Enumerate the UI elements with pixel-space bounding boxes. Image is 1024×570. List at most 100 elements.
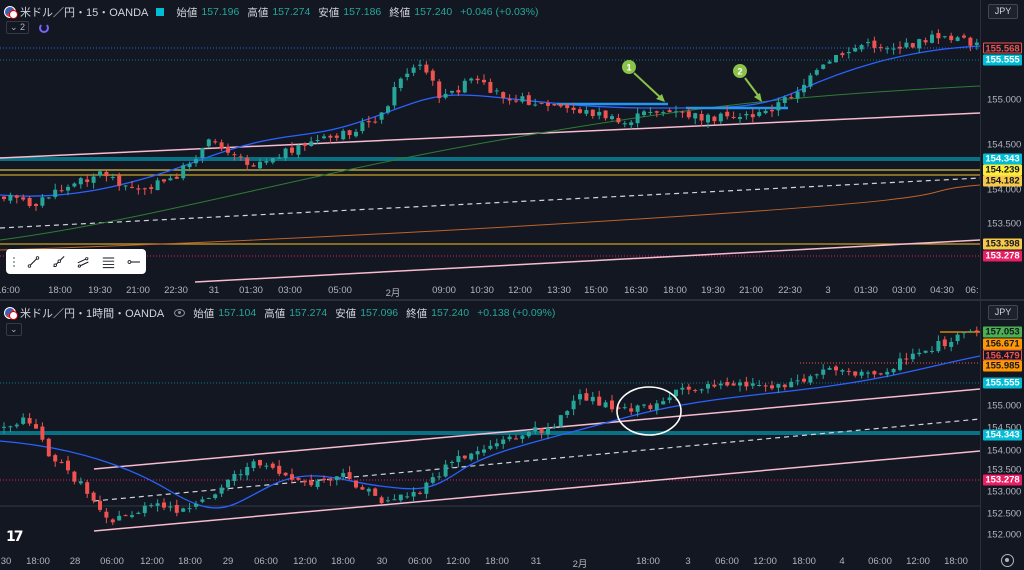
candle-body bbox=[27, 197, 32, 206]
candle-body bbox=[322, 136, 326, 139]
candle-body bbox=[616, 117, 621, 123]
top-time-axis[interactable]: 16:00 18:00 19:30 21:00 22:30 31 01:30 03:00 05:… bbox=[0, 285, 980, 299]
candle-body bbox=[283, 148, 288, 159]
fib-retracement-icon[interactable] bbox=[102, 254, 115, 270]
candle-body bbox=[226, 479, 230, 488]
top-ma-green bbox=[0, 85, 980, 241]
top-currency-button[interactable]: JPY bbox=[988, 4, 1018, 19]
candle-body bbox=[98, 500, 102, 510]
collapse-chevron-icon[interactable]: ⌄ bbox=[6, 323, 22, 336]
candle-body bbox=[571, 107, 576, 110]
top-channel-upper[interactable] bbox=[0, 112, 980, 159]
candle-body bbox=[110, 519, 115, 523]
candle-body bbox=[405, 73, 410, 77]
candle-body bbox=[782, 384, 787, 388]
top-channel-mid[interactable] bbox=[0, 177, 980, 229]
bottom-x-tick: 06:00 bbox=[868, 556, 892, 567]
bottom-currency-button[interactable]: JPY bbox=[988, 305, 1018, 320]
candle-body bbox=[53, 455, 58, 462]
bottom-price-axis[interactable]: JPY 155.000 154.500 154.000 153.500 153.… bbox=[980, 301, 1024, 570]
drag-handle-icon[interactable] bbox=[12, 255, 16, 268]
candle-body bbox=[738, 382, 742, 386]
candle-body bbox=[194, 159, 198, 164]
candle-body bbox=[354, 480, 358, 488]
top-x-tick: 31 bbox=[208, 285, 220, 296]
candle-body bbox=[482, 79, 486, 83]
candle-body bbox=[418, 64, 422, 66]
candle-body bbox=[821, 369, 826, 375]
candle-body bbox=[923, 350, 928, 353]
top-x-tick: 22:30 bbox=[778, 285, 802, 296]
top-channel-lower[interactable] bbox=[194, 239, 980, 283]
candle-body bbox=[277, 157, 282, 159]
candle-body bbox=[629, 122, 634, 126]
bottom-indicator-collapse[interactable]: ⌄ bbox=[6, 323, 22, 336]
horizontal-ray-icon[interactable] bbox=[127, 254, 140, 270]
bottom-channel-mid[interactable] bbox=[93, 418, 980, 502]
bottom-time-axis[interactable]: 30 18:00 28 06:00 12:00 18:00 29 06:00 12:00 18:0… bbox=[0, 556, 980, 570]
bottom-x-tick: 18:00 bbox=[636, 556, 660, 567]
bottom-x-tick: 06:00 bbox=[715, 556, 739, 567]
candle-body bbox=[757, 384, 762, 386]
top-chart-canvas[interactable]: 1 2 bbox=[0, 0, 980, 285]
visibility-eye-icon[interactable] bbox=[174, 309, 186, 317]
candle-body bbox=[437, 81, 442, 99]
candle-body bbox=[360, 122, 365, 132]
candle-body bbox=[648, 111, 653, 113]
trend-line-icon[interactable] bbox=[27, 254, 40, 270]
bottom-chart-pane[interactable]: 米ドル／円・1時間・OANDA 始値 157.104 高値 157.274 安値 15… bbox=[0, 301, 1024, 570]
marker-2-group[interactable]: 2 bbox=[733, 64, 762, 102]
top-indicator-collapse[interactable]: ⌄ 2 bbox=[6, 21, 50, 34]
bottom-y-tick: 153.500 bbox=[987, 464, 1022, 476]
pane-separator[interactable] bbox=[0, 299, 1024, 301]
candle-body bbox=[398, 494, 403, 501]
ray-icon[interactable] bbox=[52, 254, 65, 270]
candle-body bbox=[59, 462, 64, 464]
top-price-axis[interactable]: JPY 155.000 154.500 154.000 153.500 155.… bbox=[980, 0, 1024, 299]
candle-body bbox=[590, 109, 595, 116]
top-x-tick: 18:00 bbox=[663, 285, 687, 296]
bottom-symbol[interactable]: 米ドル／円・1時間・OANDA bbox=[20, 308, 165, 320]
candle-body bbox=[789, 97, 794, 99]
top-x-tick: 16:30 bbox=[624, 285, 648, 296]
top-x-tick: 01:30 bbox=[239, 285, 263, 296]
candle-body bbox=[546, 427, 550, 435]
bottom-channel-lower[interactable] bbox=[93, 450, 980, 532]
marker-1-badge bbox=[622, 60, 636, 74]
bottom-chart-canvas[interactable] bbox=[0, 301, 980, 556]
top-x-tick: 10:30 bbox=[470, 285, 494, 296]
candle-body bbox=[290, 147, 294, 153]
bottom-x-tick: 30 bbox=[376, 556, 388, 567]
candle-body bbox=[296, 145, 301, 155]
top-symbol[interactable]: 米ドル／円・15・OANDA bbox=[20, 7, 149, 19]
candle-body bbox=[315, 140, 320, 142]
candle-body bbox=[565, 411, 570, 415]
candle-body bbox=[238, 156, 243, 158]
candle-body bbox=[302, 480, 307, 483]
candle-body bbox=[917, 39, 922, 49]
collapse-chevron-icon[interactable]: ⌄ 2 bbox=[6, 21, 30, 34]
top-close-label: 終値 bbox=[389, 6, 411, 19]
bottom-close-label: 終値 bbox=[406, 307, 428, 320]
top-candles bbox=[2, 29, 979, 212]
candle-body bbox=[770, 385, 774, 389]
top-ma-blue bbox=[0, 45, 980, 197]
candle-body bbox=[840, 53, 845, 56]
marker-1-group[interactable]: 1 bbox=[622, 60, 665, 102]
usd-jpy-flag-icon bbox=[4, 307, 18, 320]
bottom-candles bbox=[2, 326, 979, 526]
highlight-ellipse[interactable] bbox=[616, 386, 682, 436]
bookmark-icon[interactable] bbox=[156, 8, 165, 16]
parallel-channel-icon[interactable] bbox=[77, 254, 90, 270]
candle-body bbox=[725, 111, 730, 117]
candle-body bbox=[302, 143, 307, 146]
candle-body bbox=[494, 90, 499, 92]
marker-2-arrow bbox=[744, 77, 761, 99]
settings-gear-icon[interactable] bbox=[1001, 554, 1014, 567]
bottom-x-tick: 18:00 bbox=[26, 556, 50, 567]
top-chart-pane[interactable]: 1 2 米ドル／円・15・OANDA 始値 157.196 高値 157.274 安… bbox=[0, 0, 1024, 299]
candle-body bbox=[930, 350, 934, 352]
top-open-label: 始値 bbox=[176, 6, 198, 19]
candle-body bbox=[731, 116, 736, 118]
tradingview-logo-icon[interactable]: 17 bbox=[6, 529, 24, 545]
